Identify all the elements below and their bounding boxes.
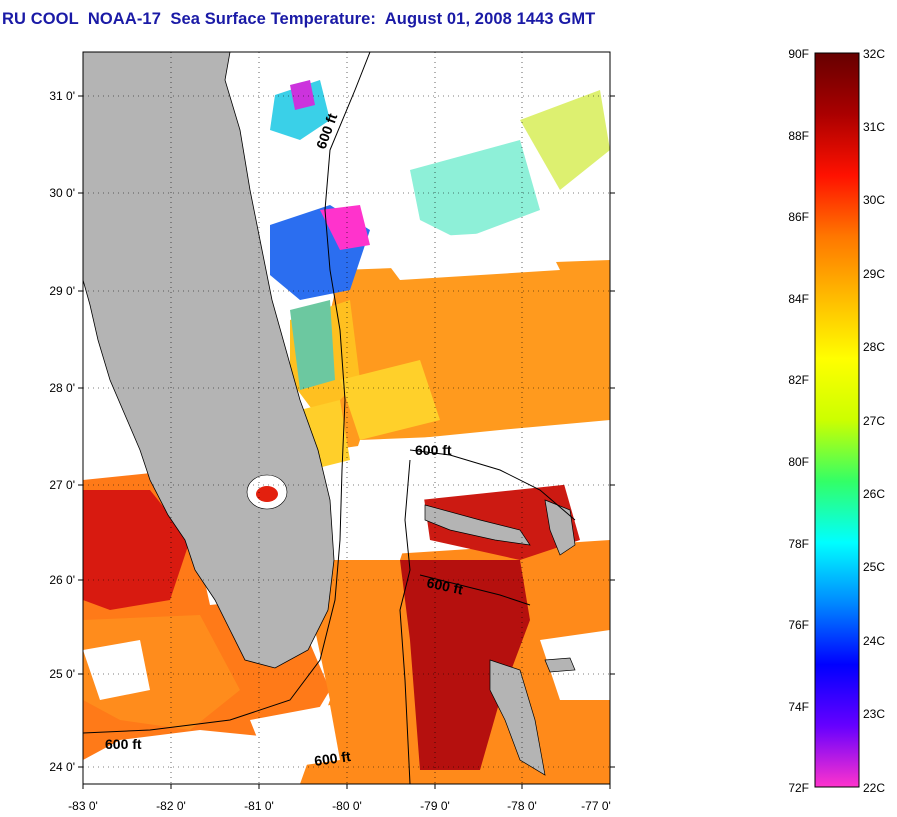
lon-axis: -83 0' -82 0' -81 0' -80 0' -79 0' -78 0… xyxy=(68,784,611,813)
lat-label: 29 0' xyxy=(49,284,75,298)
colorbar-c-label: 30C xyxy=(863,193,885,207)
bahamas-land xyxy=(424,499,576,776)
lon-label: -83 0' xyxy=(68,799,98,813)
graticule xyxy=(83,52,610,784)
map-title: RU COOL NOAA-17 Sea Surface Temperature:… xyxy=(2,10,596,28)
colorbar-fahrenheit-labels: 90F 88F 86F 84F 82F 80F 78F 76F 74F 72F xyxy=(788,47,809,795)
lat-label: 24 0' xyxy=(49,760,75,774)
colorbar: 90F 88F 86F 84F 82F 80F 78F 76F 74F 72F … xyxy=(788,47,885,795)
colorbar-celsius-labels: 32C 31C 30C 29C 28C 27C 26C 25C 24C 23C … xyxy=(863,47,885,795)
lon-label: -77 0' xyxy=(581,799,611,813)
sst-warm-water xyxy=(83,260,610,784)
colorbar-f-label: 74F xyxy=(788,700,809,714)
colorbar-c-label: 28C xyxy=(863,340,885,354)
lon-label: -78 0' xyxy=(507,799,537,813)
lat-label: 27 0' xyxy=(49,478,75,492)
colorbar-f-label: 88F xyxy=(788,129,809,143)
lat-label: 26 0' xyxy=(49,573,75,587)
colorbar-f-label: 86F xyxy=(788,210,809,224)
colorbar-c-label: 27C xyxy=(863,414,885,428)
colorbar-c-label: 22C xyxy=(863,781,885,795)
florida-land xyxy=(83,52,335,669)
lat-axis: 31 0' 30 0' 29 0' 28 0' 27 0' 26 0' 25 0… xyxy=(49,89,615,774)
colorbar-f-label: 90F xyxy=(788,47,809,61)
contour-label: 600 ft xyxy=(313,748,352,769)
colorbar-c-label: 32C xyxy=(863,47,885,61)
lon-label: -79 0' xyxy=(420,799,450,813)
contour-label: 600 ft xyxy=(105,736,142,752)
colorbar-c-label: 26C xyxy=(863,487,885,501)
colorbar-f-label: 80F xyxy=(788,455,809,469)
colorbar-c-label: 23C xyxy=(863,707,885,721)
contour-label: 600 ft xyxy=(415,442,452,458)
contour-label: 600 ft xyxy=(425,574,464,597)
isobath-600ft xyxy=(83,52,576,784)
sst-cool-water xyxy=(270,80,610,390)
colorbar-f-label: 76F xyxy=(788,618,809,632)
colorbar-f-label: 82F xyxy=(788,373,809,387)
lat-label: 30 0' xyxy=(49,186,75,200)
lat-label: 25 0' xyxy=(49,667,75,681)
colorbar-c-label: 25C xyxy=(863,560,885,574)
colorbar-gradient xyxy=(814,52,860,788)
lon-label: -82 0' xyxy=(156,799,186,813)
lon-label: -80 0' xyxy=(332,799,362,813)
lat-label: 31 0' xyxy=(49,89,75,103)
lat-label: 28 0' xyxy=(49,381,75,395)
lon-label: -81 0' xyxy=(244,799,274,813)
colorbar-c-label: 31C xyxy=(863,120,885,134)
colorbar-f-label: 78F xyxy=(788,537,809,551)
cloud-patches xyxy=(83,230,610,770)
colorbar-c-label: 24C xyxy=(863,634,885,648)
colorbar-f-label: 84F xyxy=(788,292,809,306)
colorbar-f-label: 72F xyxy=(788,781,809,795)
colorbar-c-label: 29C xyxy=(863,267,885,281)
